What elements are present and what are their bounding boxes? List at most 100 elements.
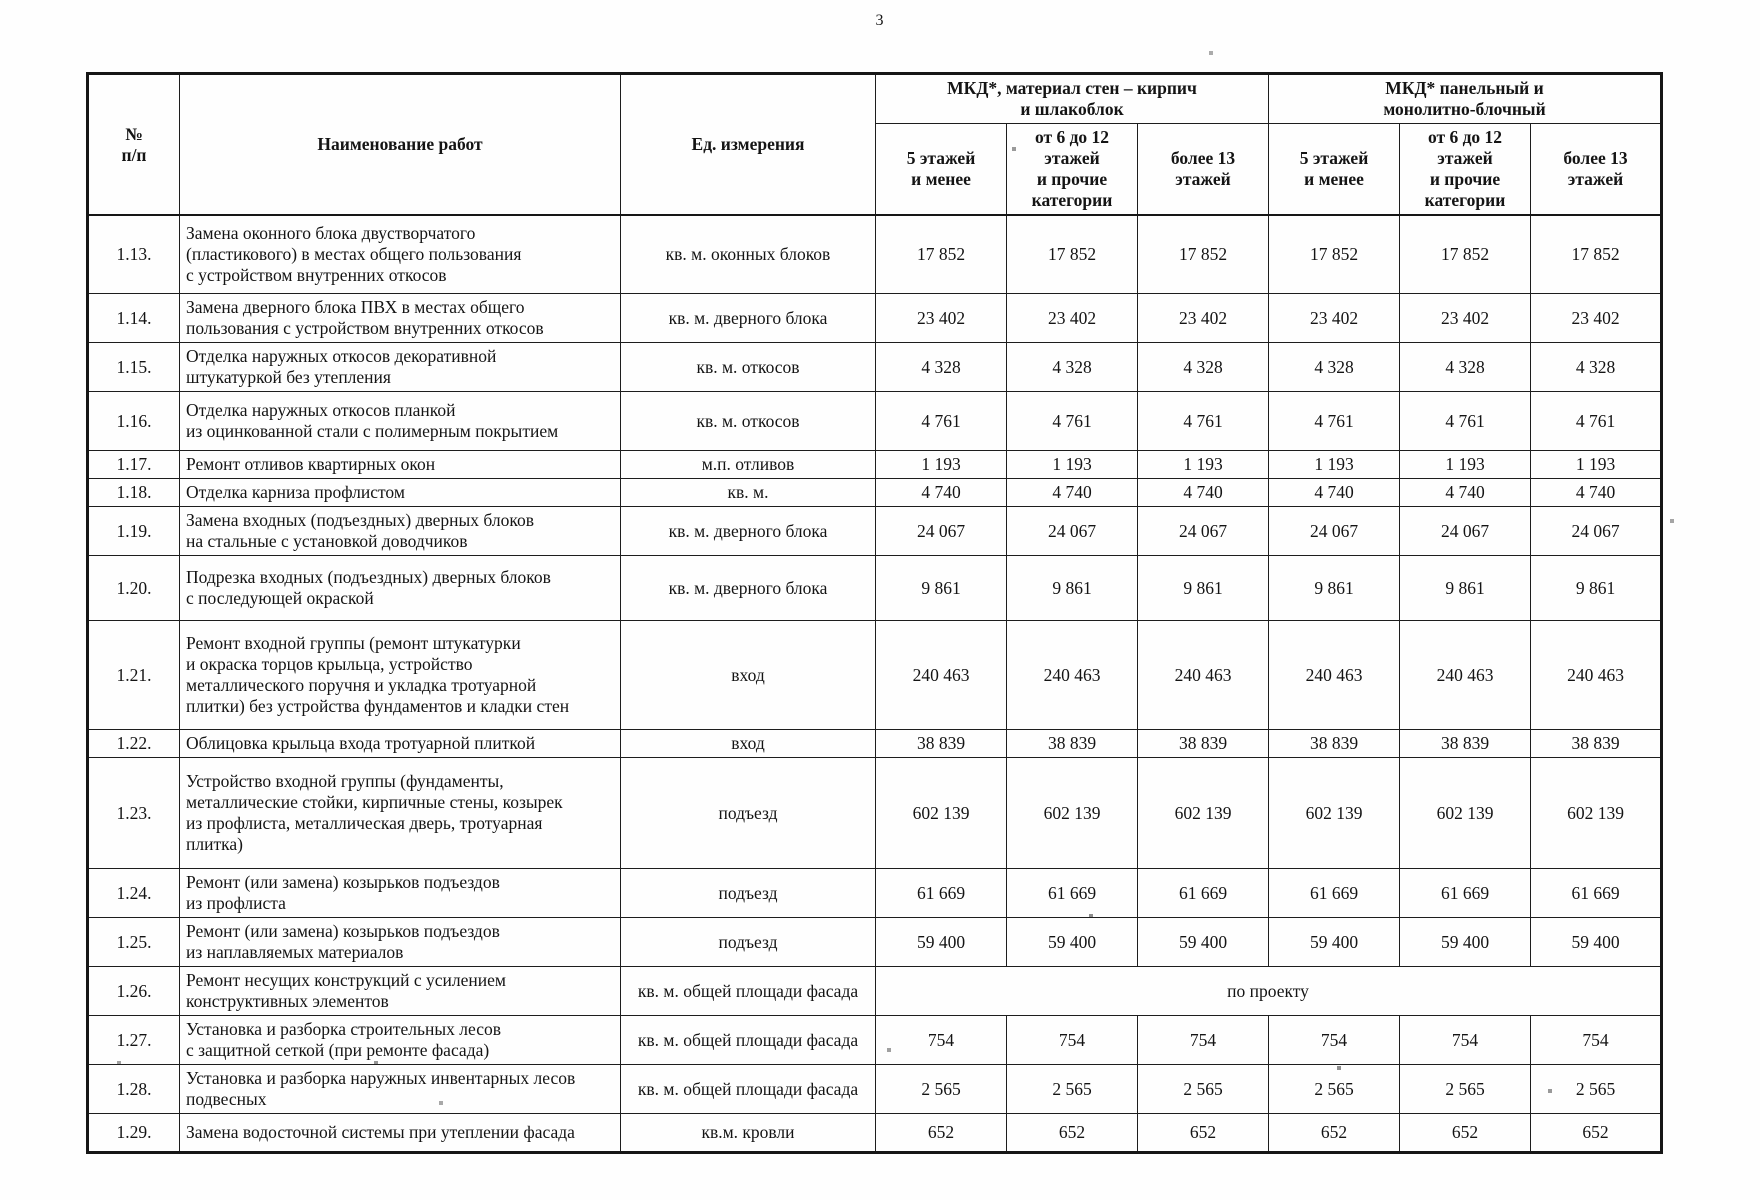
value-cell: 4 761: [1399, 391, 1531, 451]
row-number-cell: 1.16.: [87, 391, 180, 451]
value-cell: 602 139: [1137, 757, 1269, 869]
unit-cell: кв. м. откосов: [620, 342, 876, 392]
value-cell: 4 761: [1137, 391, 1269, 451]
value-cell: 2 565: [1399, 1064, 1531, 1114]
row-number-cell: 1.24.: [87, 868, 180, 918]
header-group-panel: МКД* панельный и монолитно-блочный: [1267, 73, 1663, 124]
header-group-brick: МКД*, материал стен – кирпич и шлакоблок: [875, 73, 1269, 124]
unit-cell: кв. м.: [620, 478, 876, 507]
value-cell: 17 852: [1529, 214, 1663, 294]
header-work-name: Наименование работ: [179, 73, 621, 216]
work-name-cell: Установка и разборка наружных инвентарны…: [179, 1064, 621, 1114]
value-cell: 754: [1006, 1015, 1138, 1065]
value-cell: 2 565: [1137, 1064, 1269, 1114]
value-cell: 9 861: [1399, 555, 1531, 621]
value-cell: 1 193: [1268, 450, 1400, 479]
value-cell: 59 400: [1529, 917, 1663, 967]
value-cell: 602 139: [1529, 757, 1663, 869]
row-number-cell: 1.15.: [87, 342, 180, 392]
table-header: № п/п Наименование работ Ед. измерения М…: [87, 73, 1663, 216]
value-cell: 61 669: [1006, 868, 1138, 918]
table-row: 1.16. Отделка наружных откосов планкой из…: [87, 391, 1663, 451]
row-number-cell: 1.27.: [87, 1015, 180, 1065]
table-row: 1.18. Отделка карниза профлистом кв. м. 4 7…: [87, 478, 1663, 507]
value-cell: 23 402: [1268, 293, 1400, 343]
value-cell: 38 839: [1529, 729, 1663, 758]
work-name-cell: Отделка наружных откосов декоративной шт…: [179, 342, 621, 392]
work-name-cell: Ремонт отливов квартирных окон: [179, 450, 621, 479]
row-number-cell: 1.19.: [87, 506, 180, 556]
value-cell: 2 565: [875, 1064, 1007, 1114]
header-floors-brick-5: 5 этажей и менее: [875, 123, 1007, 216]
unit-cell: кв. м. общей площади фасада: [620, 1015, 876, 1065]
unit-cell: кв. м. оконных блоков: [620, 214, 876, 294]
value-cell: 24 067: [875, 506, 1007, 556]
header-unit: Ед. измерения: [620, 73, 876, 216]
value-cell: 4 740: [1399, 478, 1531, 507]
value-cell: 23 402: [875, 293, 1007, 343]
value-cell: 2 565: [1529, 1064, 1663, 1114]
unit-cell: вход: [620, 729, 876, 758]
work-name-cell: Ремонт (или замена) козырьков подъездов …: [179, 917, 621, 967]
table-row: 1.13. Замена оконного блока двустворчатог…: [87, 214, 1663, 294]
value-cell: 754: [1137, 1015, 1269, 1065]
row-number-cell: 1.14.: [87, 293, 180, 343]
value-cell: 4 328: [875, 342, 1007, 392]
work-name-cell: Ремонт несущих конструкций с усилением к…: [179, 966, 621, 1016]
value-cell: 17 852: [1399, 214, 1531, 294]
value-cell: 38 839: [1268, 729, 1400, 758]
merged-value-cell: по проекту: [874, 966, 1663, 1016]
value-cell: 602 139: [1006, 757, 1138, 869]
value-cell: 1 193: [1529, 450, 1663, 479]
value-cell: 9 861: [1529, 555, 1663, 621]
row-number-cell: 1.26.: [87, 966, 180, 1016]
row-number-cell: 1.23.: [87, 757, 180, 869]
work-name-cell: Замена входных (подъездных) дверных блок…: [179, 506, 621, 556]
unit-cell: вход: [620, 620, 876, 730]
header-row-number: № п/п: [87, 73, 180, 216]
row-number-cell: 1.13.: [87, 214, 180, 294]
work-name-cell: Устройство входной группы (фундаменты, м…: [179, 757, 621, 869]
value-cell: 652: [1399, 1113, 1531, 1153]
value-cell: 9 861: [1137, 555, 1269, 621]
unit-cell: кв. м. дверного блока: [620, 506, 876, 556]
value-cell: 652: [1137, 1113, 1269, 1153]
table-row: 1.20. Подрезка входных (подъездных) дверн…: [87, 555, 1663, 621]
value-cell: 61 669: [1529, 868, 1663, 918]
table-row: 1.14. Замена дверного блока ПВХ в местах …: [87, 293, 1663, 343]
value-cell: 23 402: [1399, 293, 1531, 343]
header-group-row: № п/п Наименование работ Ед. измерения М…: [87, 73, 1663, 216]
value-cell: 4 761: [1268, 391, 1400, 451]
work-name-cell: Ремонт входной группы (ремонт штукатурки…: [179, 620, 621, 730]
unit-cell: м.п. отливов: [620, 450, 876, 479]
table-row: 1.25. Ремонт (или замена) козырьков подъе…: [87, 917, 1663, 967]
value-cell: 652: [1268, 1113, 1400, 1153]
value-cell: 23 402: [1529, 293, 1663, 343]
value-cell: 240 463: [1006, 620, 1138, 730]
value-cell: 59 400: [875, 917, 1007, 967]
value-cell: 2 565: [1268, 1064, 1400, 1114]
value-cell: 754: [1268, 1015, 1400, 1065]
value-cell: 17 852: [1006, 214, 1138, 294]
header-floors-panel-13: более 13 этажей: [1529, 123, 1663, 216]
value-cell: 9 861: [875, 555, 1007, 621]
value-cell: 17 852: [875, 214, 1007, 294]
value-cell: 24 067: [1399, 506, 1531, 556]
value-cell: 59 400: [1006, 917, 1138, 967]
work-name-cell: Замена оконного блока двустворчатого (пл…: [179, 214, 621, 294]
value-cell: 23 402: [1137, 293, 1269, 343]
table-row: 1.24. Ремонт (или замена) козырьков подъе…: [87, 868, 1663, 918]
value-cell: 4 761: [1529, 391, 1663, 451]
value-cell: 4 761: [875, 391, 1007, 451]
value-cell: 602 139: [1399, 757, 1531, 869]
unit-cell: подъезд: [620, 757, 876, 869]
value-cell: 652: [875, 1113, 1007, 1153]
row-number-cell: 1.18.: [87, 478, 180, 507]
scan-noise: [0, 0, 2, 2]
value-cell: 9 861: [1268, 555, 1400, 621]
header-floors-panel-6-12: от 6 до 12 этажей и прочие категории: [1399, 123, 1531, 216]
row-number-cell: 1.17.: [87, 450, 180, 479]
value-cell: 24 067: [1529, 506, 1663, 556]
value-cell: 4 740: [1268, 478, 1400, 507]
value-cell: 754: [1399, 1015, 1531, 1065]
